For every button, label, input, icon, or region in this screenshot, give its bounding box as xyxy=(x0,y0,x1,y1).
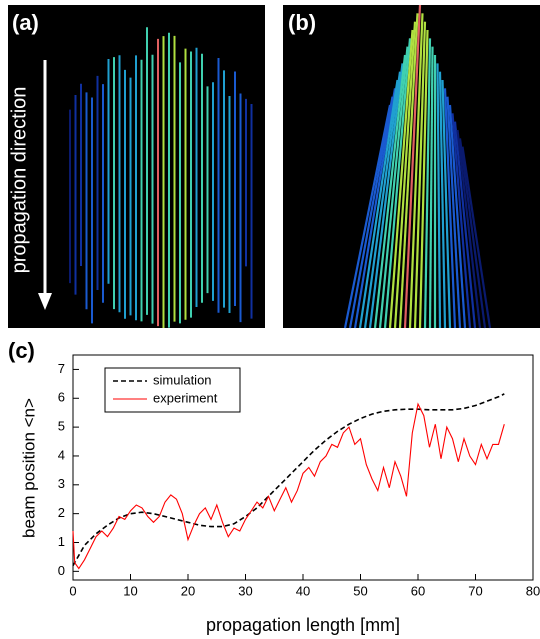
stripe xyxy=(448,104,467,329)
stripe xyxy=(388,29,414,329)
y-tick-label: 3 xyxy=(58,476,65,491)
stripe xyxy=(446,96,462,329)
stripe xyxy=(461,146,492,329)
stripe xyxy=(451,113,472,329)
y-tick-label: 6 xyxy=(58,390,65,405)
y-tick-label: 7 xyxy=(58,361,65,376)
stripe xyxy=(393,21,417,329)
stripe xyxy=(383,38,412,329)
stripe xyxy=(441,79,452,329)
x-tick-label: 10 xyxy=(123,583,137,598)
legend-label: experiment xyxy=(153,390,218,405)
y-axis-label: beam position <n> xyxy=(19,398,38,538)
x-axis-label: propagation length [mm] xyxy=(206,615,400,635)
annotation: propagation direction xyxy=(8,87,30,274)
y-tick-label: 5 xyxy=(58,419,65,434)
line-series xyxy=(72,393,505,566)
x-tick-label: 20 xyxy=(181,583,195,598)
stripe xyxy=(378,46,409,329)
stripe xyxy=(363,71,402,329)
y-tick-label: 1 xyxy=(58,534,65,549)
stripe xyxy=(373,54,407,329)
y-tick-label: 4 xyxy=(58,447,65,462)
stripe xyxy=(408,13,424,329)
y-tick-label: 0 xyxy=(58,563,65,578)
stripe xyxy=(398,13,419,329)
stripe xyxy=(348,96,394,329)
stripe xyxy=(353,88,397,329)
panel-label: (b) xyxy=(288,10,316,35)
chart: 0 10 20 30 40 50 60 70 80 0 1 2 3 4 5 6 7 propagation len… xyxy=(19,354,540,635)
y-tick-label: 2 xyxy=(58,505,65,520)
stripe xyxy=(453,121,477,329)
stripe xyxy=(413,21,427,329)
intensity-stripes xyxy=(69,4,492,329)
x-tick-label: 40 xyxy=(296,583,310,598)
panel-label: (a) xyxy=(12,10,39,35)
arrow-head xyxy=(38,293,52,310)
panel-label: (c) xyxy=(8,338,35,363)
x-tick-label: 60 xyxy=(411,583,425,598)
stripe xyxy=(423,38,432,329)
stripe xyxy=(436,63,442,329)
x-tick-label: 0 xyxy=(69,583,76,598)
x-tick-label: 50 xyxy=(353,583,367,598)
stripe xyxy=(443,88,457,329)
stripe xyxy=(368,63,404,329)
stripe xyxy=(403,4,422,329)
x-tick-label: 80 xyxy=(526,583,540,598)
stripe xyxy=(456,129,482,329)
x-tick-label: 30 xyxy=(238,583,252,598)
legend-label: simulation xyxy=(153,372,212,387)
stripe xyxy=(458,138,487,329)
stripe xyxy=(438,71,447,329)
stripe xyxy=(343,104,392,329)
x-tick-label: 70 xyxy=(468,583,482,598)
legend-box xyxy=(104,367,241,413)
stripe xyxy=(428,46,434,329)
stripe xyxy=(358,79,399,329)
line-series xyxy=(72,402,505,570)
stripe xyxy=(418,29,429,329)
